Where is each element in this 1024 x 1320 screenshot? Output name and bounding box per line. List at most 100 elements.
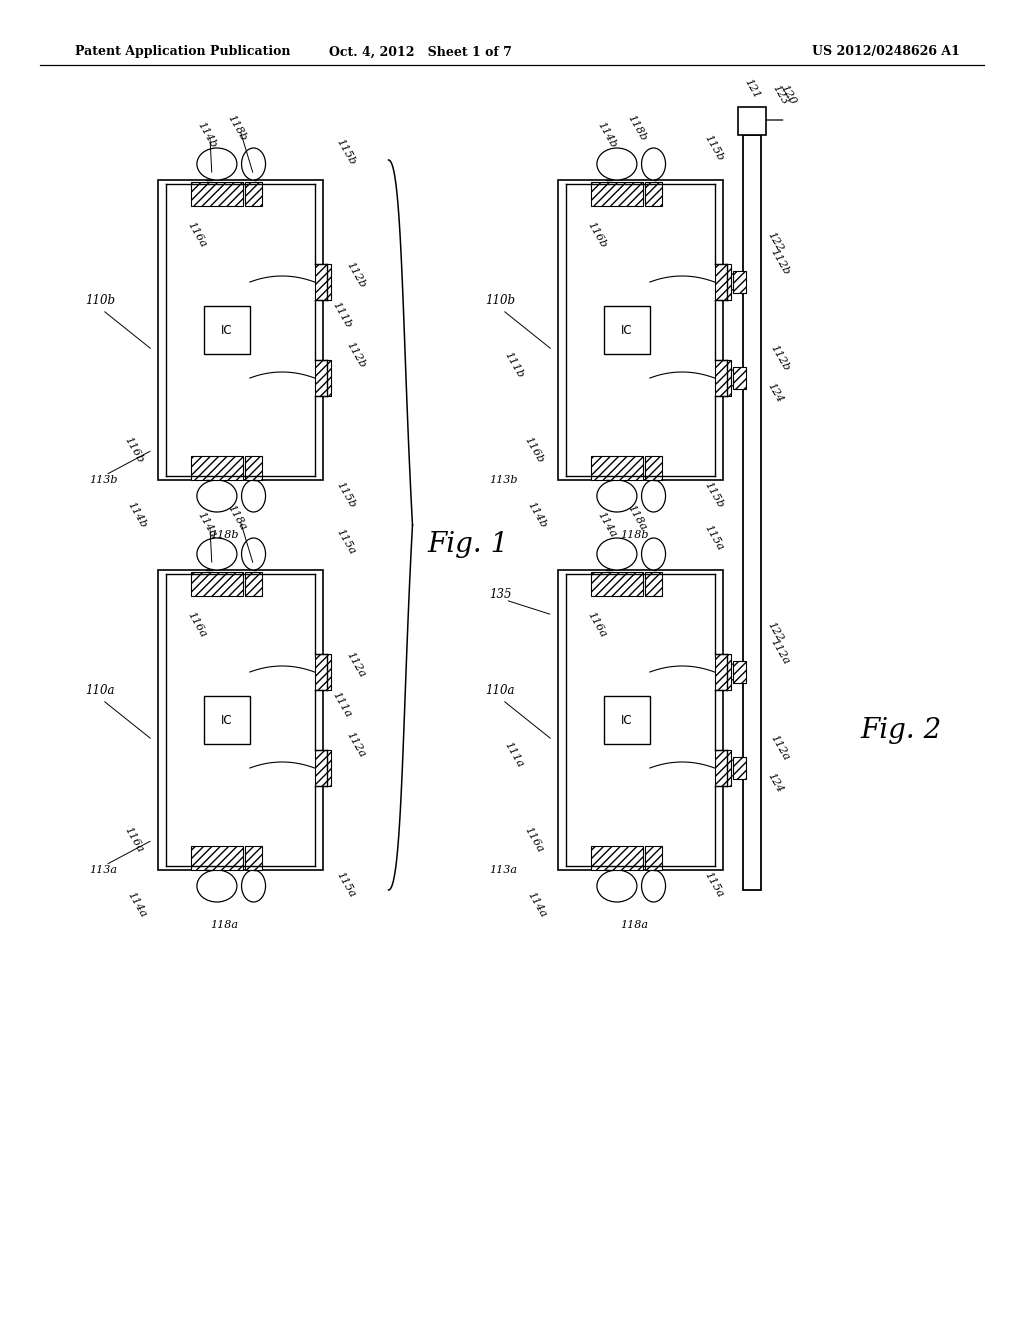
Bar <box>190 182 244 206</box>
Ellipse shape <box>642 870 666 902</box>
Bar <box>246 182 262 206</box>
Bar <box>732 661 745 682</box>
Text: US 2012/0248626 A1: US 2012/0248626 A1 <box>812 45 961 58</box>
Ellipse shape <box>597 480 637 512</box>
Bar <box>204 306 250 354</box>
Bar <box>732 367 745 389</box>
Text: 115a: 115a <box>335 528 357 557</box>
Text: 114a: 114a <box>525 891 548 920</box>
Ellipse shape <box>597 539 637 570</box>
Text: 113b: 113b <box>89 475 118 484</box>
Bar <box>604 696 650 744</box>
Bar <box>190 572 244 597</box>
Text: 111a: 111a <box>331 690 353 719</box>
Bar <box>604 306 650 354</box>
Text: 116a: 116a <box>185 610 208 640</box>
Text: 113a: 113a <box>489 865 517 875</box>
Bar <box>715 653 730 690</box>
Bar <box>715 264 730 300</box>
Text: IC: IC <box>221 714 232 726</box>
Bar <box>742 135 761 890</box>
Text: 112b: 112b <box>344 260 368 290</box>
Bar <box>557 180 723 480</box>
Text: 112a: 112a <box>344 651 368 680</box>
Ellipse shape <box>725 664 744 680</box>
Text: 120: 120 <box>778 83 798 107</box>
Text: 115b: 115b <box>335 137 357 166</box>
Bar <box>715 360 730 396</box>
Text: IC: IC <box>621 323 633 337</box>
Bar <box>314 264 331 300</box>
Bar <box>732 756 745 779</box>
Text: Fig. 2: Fig. 2 <box>860 717 941 743</box>
Ellipse shape <box>725 370 744 385</box>
Text: 115a: 115a <box>702 523 725 553</box>
Bar <box>557 570 723 870</box>
Text: 118a: 118a <box>225 503 248 533</box>
Bar <box>591 455 643 480</box>
Text: 124: 124 <box>766 381 784 405</box>
Ellipse shape <box>242 539 265 570</box>
Ellipse shape <box>642 148 666 180</box>
Text: Fig. 1: Fig. 1 <box>427 532 509 558</box>
Text: 110a: 110a <box>85 684 115 697</box>
Text: 112a: 112a <box>768 638 792 667</box>
Text: 114b: 114b <box>595 120 617 150</box>
Bar <box>645 846 662 870</box>
Ellipse shape <box>642 539 666 570</box>
Text: 115a: 115a <box>335 870 357 900</box>
Text: 114b: 114b <box>525 500 549 529</box>
Text: 114b: 114b <box>195 120 218 150</box>
Ellipse shape <box>197 480 237 512</box>
Text: 113a: 113a <box>89 865 118 875</box>
Text: 124: 124 <box>766 771 784 795</box>
Text: 116a: 116a <box>585 610 607 640</box>
Bar <box>246 572 262 597</box>
Ellipse shape <box>197 539 237 570</box>
Text: 112a: 112a <box>344 730 368 759</box>
Text: 123: 123 <box>770 83 790 107</box>
Text: 118b: 118b <box>625 114 648 143</box>
Text: 118b: 118b <box>225 114 248 143</box>
Text: 116a: 116a <box>522 825 545 854</box>
Text: 121: 121 <box>742 78 762 100</box>
Text: 116b: 116b <box>522 436 546 465</box>
Bar <box>645 182 662 206</box>
Ellipse shape <box>597 148 637 180</box>
Bar <box>158 180 323 480</box>
Ellipse shape <box>197 148 237 180</box>
Text: 116a: 116a <box>123 825 145 854</box>
Bar <box>591 182 643 206</box>
Bar <box>158 570 323 870</box>
Text: 114a: 114a <box>195 511 218 540</box>
Bar <box>246 846 262 870</box>
Bar <box>645 572 662 597</box>
Text: 115a: 115a <box>702 870 725 900</box>
Text: IC: IC <box>621 714 633 726</box>
Text: 111b: 111b <box>503 350 525 380</box>
Bar <box>715 750 730 785</box>
Text: 118a: 118a <box>620 920 648 931</box>
Text: Oct. 4, 2012   Sheet 1 of 7: Oct. 4, 2012 Sheet 1 of 7 <box>329 45 511 58</box>
Ellipse shape <box>725 760 744 776</box>
Text: Patent Application Publication: Patent Application Publication <box>75 45 291 58</box>
Bar <box>314 750 331 785</box>
Text: 115b: 115b <box>335 480 357 510</box>
Text: 116a: 116a <box>185 220 208 249</box>
Text: 111b: 111b <box>331 300 353 330</box>
Ellipse shape <box>242 870 265 902</box>
Text: IC: IC <box>221 323 232 337</box>
Bar <box>591 846 643 870</box>
Bar <box>246 455 262 480</box>
Text: 116b: 116b <box>585 220 608 249</box>
Text: 112b: 112b <box>768 247 792 277</box>
Bar <box>190 455 244 480</box>
Text: 118a: 118a <box>625 503 647 533</box>
Text: 114a: 114a <box>126 891 148 920</box>
Bar <box>314 653 331 690</box>
Ellipse shape <box>597 870 637 902</box>
Text: 115b: 115b <box>702 480 725 510</box>
Text: 115b: 115b <box>702 133 725 162</box>
Bar <box>190 846 244 870</box>
Text: 110a: 110a <box>485 684 515 697</box>
